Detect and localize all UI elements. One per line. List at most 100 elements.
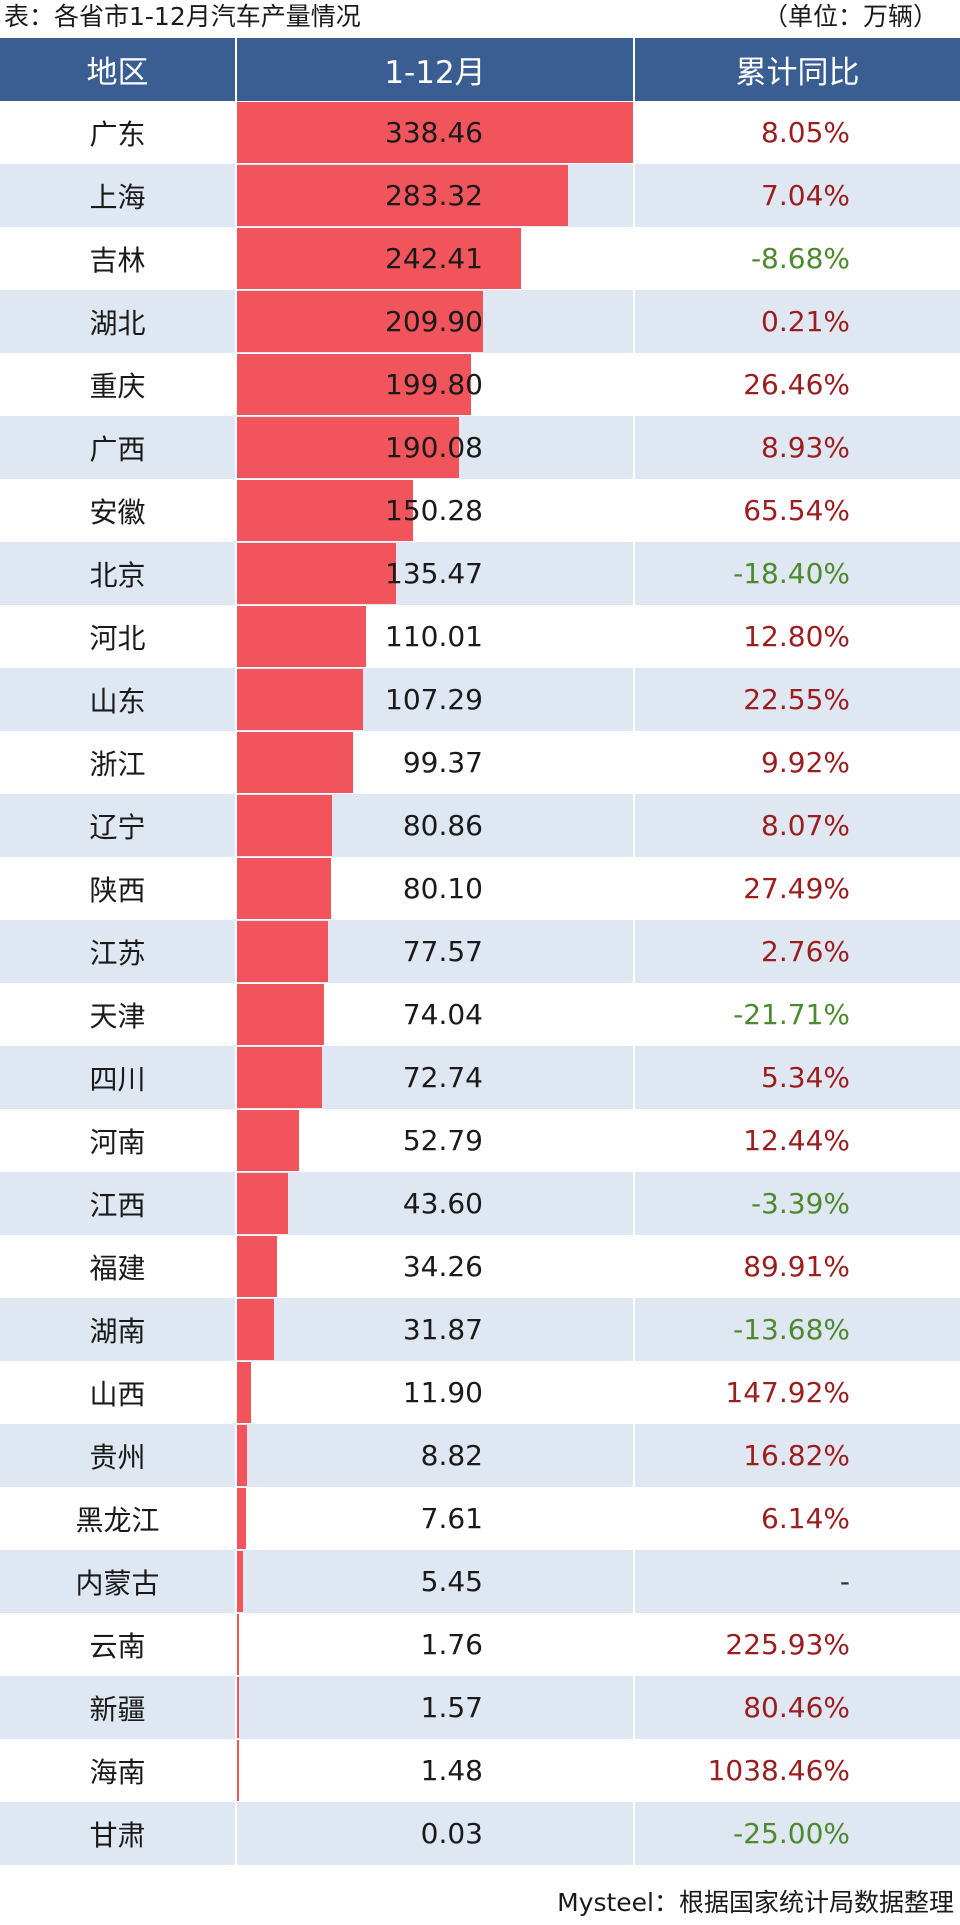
region-cell: 陕西 <box>0 857 237 920</box>
value-label: 1.57 <box>420 1691 483 1724</box>
value-bar <box>237 732 354 793</box>
table-row: 福建 34.26 89.91% <box>0 1235 960 1298</box>
value-cell: 338.46 <box>236 101 635 164</box>
yoy-cell: 12.44% <box>634 1109 960 1172</box>
table-row: 新疆 1.57 80.46% <box>0 1676 960 1739</box>
value-bar <box>237 417 460 478</box>
value-cell: 0.03 <box>236 1802 635 1865</box>
table-row: 四川 72.74 5.34% <box>0 1046 960 1109</box>
region-cell: 广东 <box>0 101 237 164</box>
region-cell: 贵州 <box>0 1424 237 1487</box>
region-cell: 海南 <box>0 1739 237 1802</box>
table-row: 重庆 199.80 26.46% <box>0 353 960 416</box>
table-row: 河北 110.01 12.80% <box>0 605 960 668</box>
value-cell: 1.76 <box>236 1613 635 1676</box>
region-cell: 江西 <box>0 1172 237 1235</box>
yoy-cell: 6.14% <box>634 1487 960 1550</box>
value-cell: 110.01 <box>236 605 635 668</box>
value-cell: 135.47 <box>236 542 635 605</box>
value-cell: 190.08 <box>236 416 635 479</box>
table-row: 内蒙古 5.45 - <box>0 1550 960 1613</box>
value-bar <box>237 669 363 730</box>
yoy-cell: - <box>634 1550 960 1613</box>
yoy-cell: 2.76% <box>634 920 960 983</box>
region-cell: 重庆 <box>0 353 237 416</box>
yoy-cell: -21.71% <box>634 983 960 1046</box>
region-cell: 广西 <box>0 416 237 479</box>
yoy-cell: 147.92% <box>634 1361 960 1424</box>
value-bar <box>237 1677 239 1738</box>
value-label: 74.04 <box>402 998 483 1031</box>
yoy-cell: 1038.46% <box>634 1739 960 1802</box>
source-note: Mysteel：根据国家统计局数据整理 <box>557 1888 954 1917</box>
value-label: 1.76 <box>420 1628 483 1661</box>
yoy-cell: 7.04% <box>634 164 960 227</box>
region-cell: 湖南 <box>0 1298 237 1361</box>
region-cell: 辽宁 <box>0 794 237 857</box>
value-cell: 43.60 <box>236 1172 635 1235</box>
value-bar <box>237 1047 323 1108</box>
value-label: 107.29 <box>385 683 483 716</box>
table-row: 北京 135.47 -18.40% <box>0 542 960 605</box>
value-cell: 11.90 <box>236 1361 635 1424</box>
production-table: 地区 1-12月 累计同比 广东 338.46 8.05% 上海 283.32 7.04%… <box>0 38 960 1865</box>
region-cell: 江苏 <box>0 920 237 983</box>
value-label: 135.47 <box>385 557 483 590</box>
table-body: 广东 338.46 8.05% 上海 283.32 7.04% 吉林 242.41 -8.68%… <box>0 101 960 1865</box>
value-bar <box>237 102 633 163</box>
region-cell: 北京 <box>0 542 237 605</box>
yoy-cell: 27.49% <box>634 857 960 920</box>
value-label: 199.80 <box>385 368 483 401</box>
value-bar <box>237 1110 299 1171</box>
yoy-cell: 5.34% <box>634 1046 960 1109</box>
yoy-cell: 22.55% <box>634 668 960 731</box>
value-label: 80.10 <box>402 872 483 905</box>
value-label: 8.82 <box>420 1439 483 1472</box>
value-cell: 7.61 <box>236 1487 635 1550</box>
table-row: 云南 1.76 225.93% <box>0 1613 960 1676</box>
value-label: 7.61 <box>420 1502 483 1535</box>
yoy-cell: -25.00% <box>634 1802 960 1865</box>
value-bar <box>237 1614 240 1675</box>
value-cell: 52.79 <box>236 1109 635 1172</box>
region-cell: 天津 <box>0 983 237 1046</box>
value-cell: 1.48 <box>236 1739 635 1802</box>
yoy-cell: -13.68% <box>634 1298 960 1361</box>
table-row: 广西 190.08 8.93% <box>0 416 960 479</box>
table-row: 江苏 77.57 2.76% <box>0 920 960 983</box>
value-label: 77.57 <box>402 935 483 968</box>
column-header-yoy: 累计同比 <box>634 38 960 101</box>
value-label: 110.01 <box>385 620 483 653</box>
value-label: 99.37 <box>402 746 483 779</box>
table-row: 吉林 242.41 -8.68% <box>0 227 960 290</box>
value-bar <box>237 480 413 541</box>
yoy-cell: 65.54% <box>634 479 960 542</box>
value-cell: 31.87 <box>236 1298 635 1361</box>
unit-label: （单位：万辆） <box>762 2 938 31</box>
yoy-cell: 225.93% <box>634 1613 960 1676</box>
value-cell: 80.86 <box>236 794 635 857</box>
region-cell: 内蒙古 <box>0 1550 237 1613</box>
value-cell: 209.90 <box>236 290 635 353</box>
value-cell: 34.26 <box>236 1235 635 1298</box>
value-cell: 1.57 <box>236 1676 635 1739</box>
table-row: 辽宁 80.86 8.07% <box>0 794 960 857</box>
value-bar <box>237 1740 239 1801</box>
caption-bar: 表：各省市1-12月汽车产量情况 （单位：万辆） <box>0 0 960 36</box>
yoy-cell: 8.05% <box>634 101 960 164</box>
table-row: 甘肃 0.03 -25.00% <box>0 1802 960 1865</box>
yoy-cell: 16.82% <box>634 1424 960 1487</box>
value-bar <box>237 543 396 604</box>
yoy-cell: -8.68% <box>634 227 960 290</box>
value-bar <box>237 228 521 289</box>
value-label: 72.74 <box>402 1061 483 1094</box>
table-row: 海南 1.48 1038.46% <box>0 1739 960 1802</box>
value-bar <box>237 606 366 667</box>
value-label: 43.60 <box>402 1187 483 1220</box>
value-cell: 72.74 <box>236 1046 635 1109</box>
value-cell: 242.41 <box>236 227 635 290</box>
value-cell: 283.32 <box>236 164 635 227</box>
header-row: 地区 1-12月 累计同比 <box>0 38 960 101</box>
table-row: 黑龙江 7.61 6.14% <box>0 1487 960 1550</box>
